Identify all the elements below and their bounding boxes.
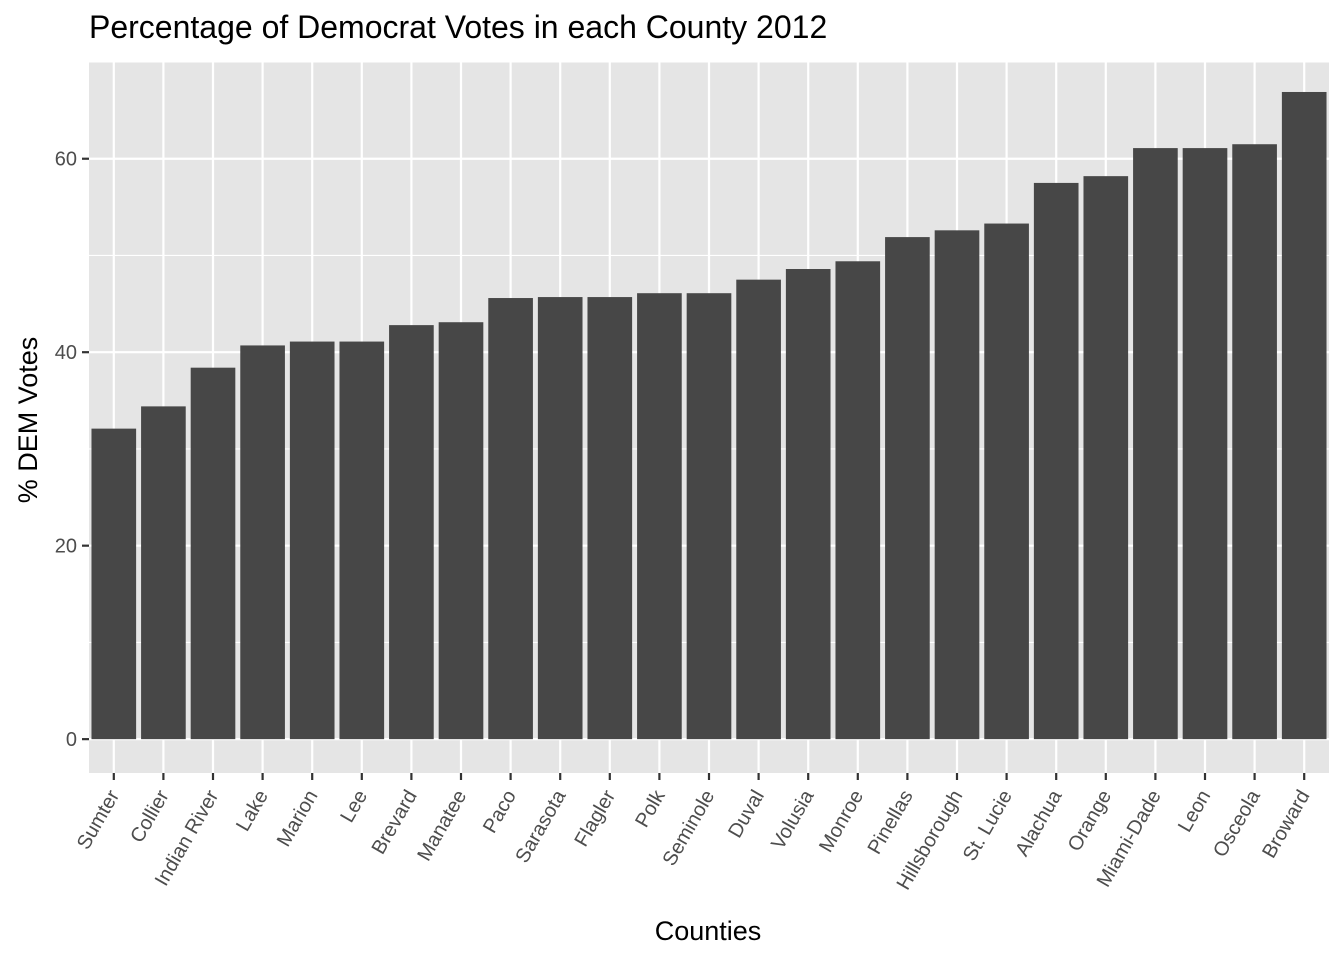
bar bbox=[637, 293, 682, 740]
bar bbox=[438, 322, 484, 740]
bar bbox=[389, 325, 434, 740]
bar bbox=[1083, 176, 1129, 740]
bar bbox=[141, 406, 186, 740]
y-axis-title: % DEM Votes bbox=[13, 337, 43, 504]
bar bbox=[339, 341, 385, 740]
bar bbox=[835, 261, 881, 740]
bars bbox=[91, 91, 1327, 740]
y-axis: 0 20 40 60 bbox=[55, 149, 89, 751]
bar bbox=[984, 223, 1029, 740]
bar bbox=[686, 293, 732, 740]
bar bbox=[91, 428, 137, 740]
bar bbox=[1182, 148, 1228, 740]
bar bbox=[885, 237, 930, 740]
y-tick-label: 60 bbox=[55, 149, 77, 171]
chart-title: Percentage of Democrat Votes in each Cou… bbox=[89, 9, 827, 45]
bar bbox=[934, 230, 980, 740]
bar bbox=[289, 341, 335, 740]
bar bbox=[190, 367, 236, 740]
bar bbox=[537, 297, 583, 740]
bar bbox=[240, 345, 285, 740]
bar bbox=[1281, 91, 1327, 740]
bar bbox=[488, 298, 533, 740]
bar bbox=[1232, 144, 1277, 740]
x-axis-title: Counties bbox=[655, 916, 762, 946]
bar bbox=[736, 279, 781, 740]
bar bbox=[587, 297, 633, 740]
y-tick-label: 0 bbox=[66, 729, 77, 751]
y-tick-label: 20 bbox=[55, 536, 77, 558]
bar bbox=[785, 269, 831, 740]
y-tick-label: 40 bbox=[55, 342, 77, 364]
bar bbox=[1033, 182, 1079, 740]
bar bbox=[1133, 148, 1178, 740]
